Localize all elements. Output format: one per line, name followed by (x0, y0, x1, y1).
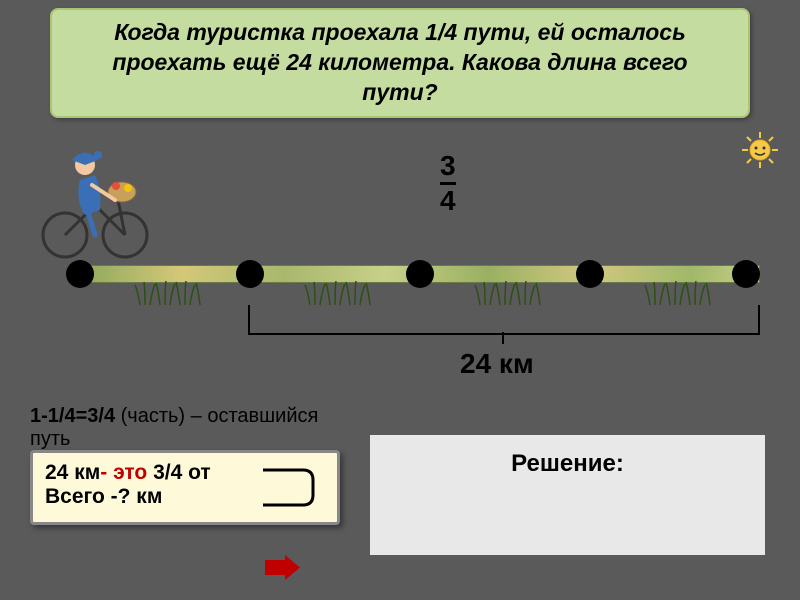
problem-text: Когда туристка проехала 1/4 пути, ей ост… (72, 18, 728, 108)
fraction-numerator: 3 (440, 150, 456, 182)
connector-bracket (258, 465, 318, 510)
calc-text: 1-1/4=3/4 (часть) – оставшийсяпуть (30, 405, 318, 450)
path-dot (406, 260, 434, 288)
distance-bracket (248, 305, 760, 335)
grass-icon (640, 277, 720, 307)
path-dot (236, 260, 264, 288)
fraction-denominator: 4 (440, 182, 456, 217)
bracket-tick (502, 332, 504, 344)
grass-icon (130, 277, 210, 307)
fraction-remaining: 3 4 (440, 150, 456, 217)
grass-icon (300, 277, 380, 307)
summary-suffix: 3/4 от (153, 461, 211, 484)
summary-prefix: 24 км (45, 461, 100, 484)
next-arrow-icon[interactable] (265, 555, 300, 580)
sun-icon (740, 130, 780, 170)
path-dot (576, 260, 604, 288)
summary-red: - это (100, 461, 153, 484)
path-dot (732, 260, 760, 288)
calculation-line: 1-1/4=3/4 (часть) – оставшийсяпуть (30, 405, 318, 451)
solution-box: Решение: (370, 435, 765, 555)
solution-title: Решение: (385, 450, 750, 478)
problem-box: Когда туристка проехала 1/4 пути, ей ост… (50, 8, 750, 118)
cyclist-illustration (30, 130, 160, 260)
distance-label: 24 км (460, 348, 534, 380)
path-dot (66, 260, 94, 288)
grass-icon (470, 277, 550, 307)
